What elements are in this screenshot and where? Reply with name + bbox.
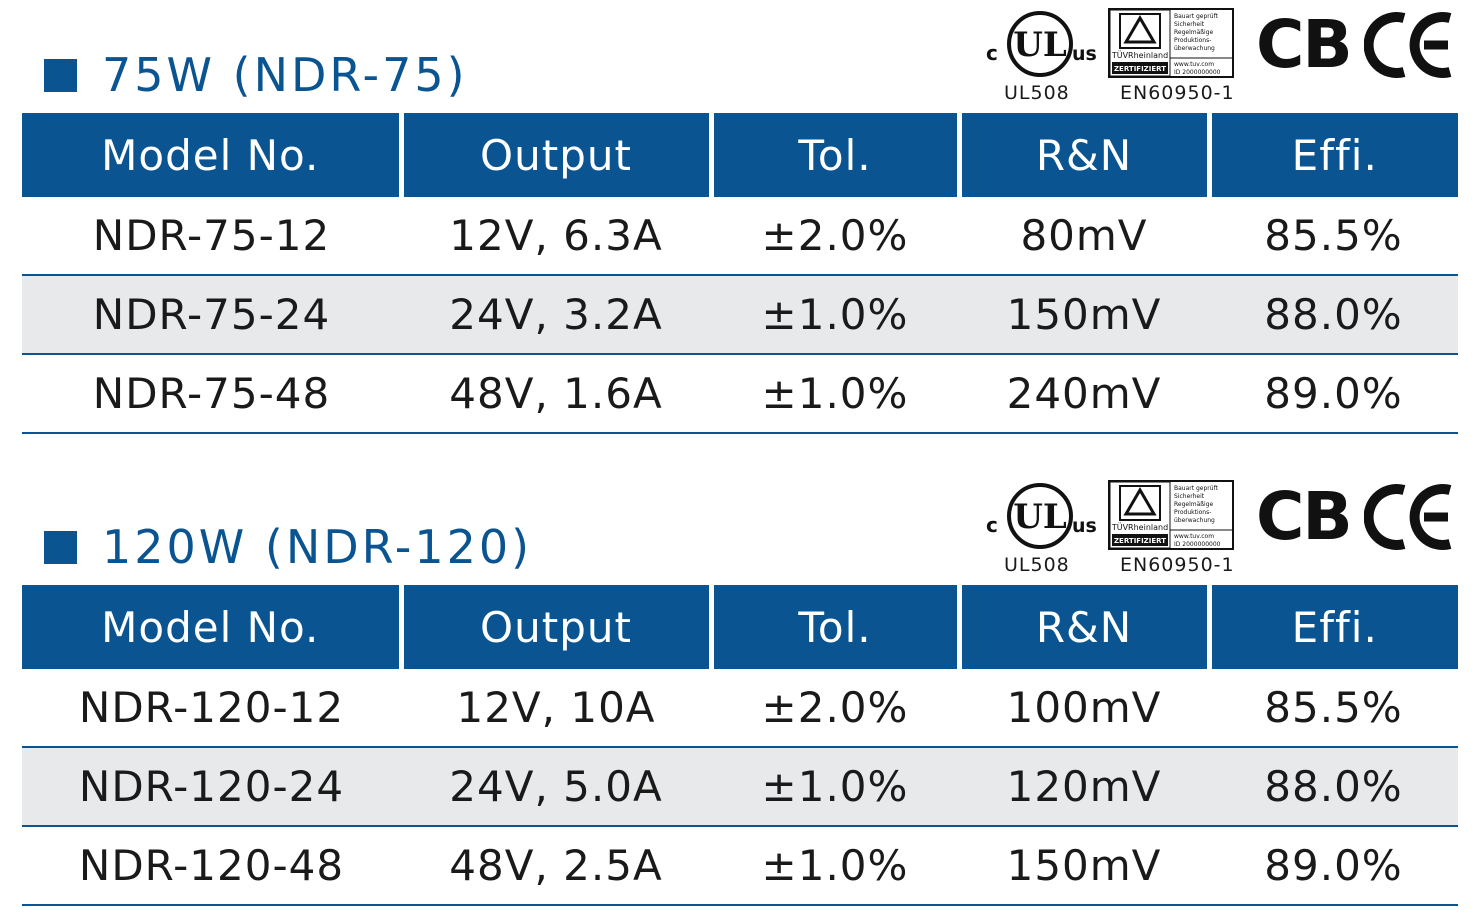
cell-ripple-noise: 240mV — [959, 354, 1209, 434]
section-title-row: 120W (NDR-120) — [44, 512, 532, 582]
table-row: NDR-75-48 48V, 1.6A ±1.0% 240mV 89.0% — [22, 354, 1458, 434]
cb-logo-icon: CB — [1256, 6, 1353, 83]
table-row: NDR-120-48 48V, 2.5A ±1.0% 150mV 89.0% — [22, 826, 1458, 906]
header-tolerance: Tol. — [708, 585, 959, 669]
section-title: 120W (NDR-120) — [102, 520, 533, 574]
svg-text:Sicherheit: Sicherheit — [1174, 493, 1205, 500]
svg-text:UL: UL — [1013, 497, 1067, 537]
square-bullet-icon — [44, 58, 77, 92]
svg-text:Bauart geprüft: Bauart geprüft — [1174, 13, 1219, 20]
cell-ripple-noise: 150mV — [959, 826, 1209, 906]
header-model-no: Model No. — [22, 585, 401, 669]
svg-text:Regelmäßige: Regelmäßige — [1174, 29, 1214, 36]
table-row: NDR-75-12 12V, 6.3A ±2.0% 80mV 85.5% — [22, 197, 1458, 276]
cell-model-no: NDR-120-24 — [22, 747, 401, 827]
tuv-rheinland-logo-icon: TÜVRheinland ZERTIFIZIERT Bauart geprüft… — [1108, 480, 1234, 550]
cell-ripple-noise: 100mV — [959, 669, 1209, 748]
svg-text:Regelmäßige: Regelmäßige — [1174, 501, 1214, 508]
cell-output: 12V, 6.3A — [401, 197, 711, 276]
header-efficiency: Effi. — [1206, 113, 1458, 197]
header-model-no: Model No. — [22, 113, 401, 197]
svg-text:Sicherheit: Sicherheit — [1174, 21, 1205, 28]
svg-text:c: c — [986, 41, 998, 65]
cell-output: 24V, 3.2A — [401, 275, 711, 355]
svg-text:us: us — [1072, 43, 1097, 65]
table-row: NDR-120-24 24V, 5.0A ±1.0% 120mV 88.0% — [22, 747, 1458, 827]
table-row: NDR-75-24 24V, 3.2A ±1.0% 150mV 88.0% — [22, 275, 1458, 355]
cell-model-no: NDR-75-12 — [22, 197, 401, 276]
header-tolerance: Tol. — [708, 113, 959, 197]
cell-efficiency: 85.5% — [1209, 669, 1458, 748]
cell-efficiency: 85.5% — [1209, 197, 1458, 276]
cell-efficiency: 88.0% — [1209, 275, 1458, 355]
header-efficiency: Effi. — [1206, 585, 1458, 669]
cell-model-no: NDR-75-48 — [22, 354, 401, 434]
cell-tolerance: ±1.0% — [711, 354, 959, 434]
cell-efficiency: 88.0% — [1209, 747, 1458, 827]
cell-tolerance: ±2.0% — [711, 197, 959, 276]
cell-ripple-noise: 80mV — [959, 197, 1209, 276]
header-output: Output — [398, 585, 711, 669]
tuv-rheinland-logo-icon: TÜVRheinland ZERTIFIZIERT Bauart geprüft… — [1108, 8, 1234, 78]
svg-text:überwachung: überwachung — [1174, 45, 1215, 52]
ce-mark-icon — [1364, 484, 1452, 550]
svg-text:TÜVRheinland: TÜVRheinland — [1111, 50, 1168, 60]
cell-output: 24V, 5.0A — [401, 747, 711, 827]
cell-tolerance: ±2.0% — [711, 669, 959, 748]
svg-text:TÜVRheinland: TÜVRheinland — [1111, 522, 1168, 532]
tuv-standard-label: EN60950-1 — [1120, 82, 1235, 104]
ce-mark-icon — [1364, 12, 1452, 78]
cell-ripple-noise: 150mV — [959, 275, 1209, 355]
cell-tolerance: ±1.0% — [711, 747, 959, 827]
ul-standard-label: UL508 — [1004, 554, 1070, 576]
header-output: Output — [398, 113, 711, 197]
svg-text:Produktions-: Produktions- — [1174, 509, 1211, 516]
spec-table: Model No. Output Tol. R&N Effi. NDR-120-… — [22, 585, 1458, 906]
cell-output: 48V, 1.6A — [401, 354, 711, 434]
spec-table: Model No. Output Tol. R&N Effi. NDR-75-1… — [22, 113, 1458, 434]
svg-text:www.tuv.com: www.tuv.com — [1174, 533, 1214, 540]
section-title-row: 75W (NDR-75) — [44, 40, 468, 110]
cell-model-no: NDR-120-48 — [22, 826, 401, 906]
cell-output: 12V, 10A — [401, 669, 711, 748]
svg-text:überwachung: überwachung — [1174, 517, 1215, 524]
cell-ripple-noise: 120mV — [959, 747, 1209, 827]
cell-efficiency: 89.0% — [1209, 354, 1458, 434]
table-row: NDR-120-12 12V, 10A ±2.0% 100mV 85.5% — [22, 669, 1458, 748]
certification-logos: c UL us TÜVRheinland ZERTIFIZIERT Bauart… — [984, 6, 1464, 106]
svg-text:c: c — [986, 513, 998, 537]
svg-text:UL: UL — [1013, 25, 1067, 65]
cul-us-logo-icon: c UL us — [986, 11, 1097, 77]
svg-text:Produktions-: Produktions- — [1174, 37, 1211, 44]
svg-text:ID 2000000000: ID 2000000000 — [1174, 541, 1221, 548]
svg-text:www.tuv.com: www.tuv.com — [1174, 61, 1214, 68]
certification-logos: c UL us TÜVRheinland ZERTIFIZIERT Bauart… — [984, 478, 1464, 578]
tuv-standard-label: EN60950-1 — [1120, 554, 1235, 576]
svg-text:Bauart geprüft: Bauart geprüft — [1174, 485, 1219, 492]
header-ripple-noise: R&N — [956, 585, 1209, 669]
svg-text:ZERTIFIZIERT: ZERTIFIZIERT — [1114, 537, 1166, 545]
svg-text:ZERTIFIZIERT: ZERTIFIZIERT — [1114, 65, 1166, 73]
cell-model-no: NDR-75-24 — [22, 275, 401, 355]
cul-us-logo-icon: c UL us — [986, 483, 1097, 549]
table-header-row: Model No. Output Tol. R&N Effi. — [22, 113, 1458, 197]
svg-text:us: us — [1072, 515, 1097, 537]
cell-output: 48V, 2.5A — [401, 826, 711, 906]
header-ripple-noise: R&N — [956, 113, 1209, 197]
section-title: 75W (NDR-75) — [102, 48, 468, 102]
svg-text:ID 2000000000: ID 2000000000 — [1174, 69, 1221, 76]
cell-tolerance: ±1.0% — [711, 826, 959, 906]
cb-logo-icon: CB — [1256, 478, 1353, 555]
table-header-row: Model No. Output Tol. R&N Effi. — [22, 585, 1458, 669]
cell-efficiency: 89.0% — [1209, 826, 1458, 906]
ul-standard-label: UL508 — [1004, 82, 1070, 104]
cell-model-no: NDR-120-12 — [22, 669, 401, 748]
cell-tolerance: ±1.0% — [711, 275, 959, 355]
square-bullet-icon — [44, 530, 77, 564]
